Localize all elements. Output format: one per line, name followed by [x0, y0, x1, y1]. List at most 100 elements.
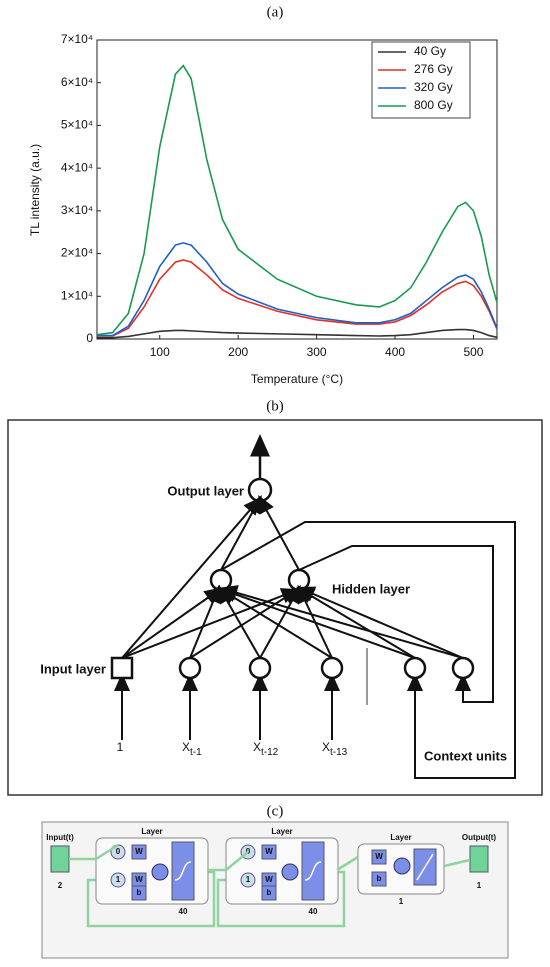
- input-sub: t-13: [330, 747, 348, 758]
- x-tick-label: 200: [228, 345, 248, 359]
- label: b: [137, 888, 142, 897]
- connector: [443, 858, 471, 868]
- sum: [151, 863, 169, 881]
- weight: [261, 844, 277, 860]
- series-line: [97, 328, 498, 339]
- bias: [261, 885, 277, 901]
- series-line: [97, 259, 498, 337]
- connector: [336, 855, 359, 872]
- label: 40: [179, 907, 188, 916]
- input-base: X: [322, 740, 330, 754]
- input-name: 1: [117, 740, 124, 754]
- series-line: [96, 64, 498, 336]
- delay: [110, 872, 126, 888]
- node: [209, 568, 233, 592]
- label: W: [135, 875, 143, 884]
- bias: [131, 885, 147, 901]
- transfer-curve: [174, 861, 192, 881]
- diagram-b: [7, 419, 543, 796]
- label: Layer: [141, 827, 162, 836]
- input-box: [50, 845, 70, 873]
- x-tick-label: 400: [385, 345, 405, 359]
- panel-label: (a): [267, 4, 284, 20]
- label: W: [135, 847, 143, 856]
- output-label: Output layer: [167, 483, 244, 498]
- input-sub: t-1: [190, 747, 202, 758]
- sum: [281, 863, 299, 881]
- legend-label: 40 Gy: [414, 44, 446, 58]
- input-base: X: [253, 740, 261, 754]
- hidden-label: Hidden layer: [332, 581, 410, 596]
- node: [320, 656, 344, 680]
- weight: [131, 844, 147, 860]
- input-label: Input layer: [40, 661, 106, 676]
- y-tick-label: 3×10⁴: [61, 203, 93, 217]
- connector: [86, 870, 216, 928]
- output-box: [469, 845, 489, 873]
- y-tick-label: 4×10⁴: [61, 160, 93, 174]
- y-tick-label: 5×10⁴: [61, 118, 93, 132]
- weight: [371, 849, 387, 865]
- x-tick-label: 100: [150, 345, 170, 359]
- diagram-c: Input(t) 2 Layer 0 W 1 Wb 40 Layer 0 W 1 Wb 40 Layer Wb…: [46, 827, 497, 928]
- transfer-curve: [304, 861, 322, 881]
- chart-a: 0 1×10⁴ 2×10⁴ 3×10⁴ 4×10⁴ 5×10⁴ 6×10⁴ 7×10⁴ 100 2…: [61, 32, 498, 359]
- bias: [371, 871, 387, 887]
- label: Layer: [390, 833, 411, 842]
- label: b: [267, 888, 272, 897]
- label: 1: [399, 897, 404, 906]
- input-name: Xt-13: [322, 740, 348, 757]
- legend-label: 320 Gy: [414, 80, 453, 94]
- label: 0: [116, 847, 121, 856]
- label: Input(t): [46, 833, 74, 842]
- label: b: [377, 874, 382, 883]
- label: 1: [477, 881, 482, 890]
- series-line: [97, 242, 498, 337]
- node: [451, 656, 475, 680]
- node: [248, 656, 272, 680]
- y-axis-label: TL intensity (a.u.): [28, 144, 42, 236]
- legend: 40 Gy 276 Gy 320 Gy 800 Gy: [371, 41, 471, 119]
- input-sub: t-12: [261, 747, 279, 758]
- label: 1: [246, 875, 251, 884]
- input-name: Xt-1: [182, 740, 202, 757]
- panel-label: (c): [267, 803, 284, 819]
- y-tick-label: 2×10⁴: [61, 246, 93, 260]
- x-tick-label: 500: [463, 345, 483, 359]
- label: W: [265, 875, 273, 884]
- connector: [207, 851, 249, 872]
- x-tick-label: 300: [307, 345, 327, 359]
- label: W: [375, 852, 383, 861]
- node: [247, 477, 273, 503]
- y-tick-label: 0: [86, 331, 93, 345]
- label: 1: [116, 875, 121, 884]
- connector: [69, 843, 119, 861]
- label: Output(t): [462, 833, 497, 842]
- node: [287, 568, 311, 592]
- input-base: X: [182, 740, 190, 754]
- label: W: [265, 847, 273, 856]
- connections: [114, 494, 516, 779]
- context-label: Context units: [424, 748, 507, 763]
- label: 0: [246, 847, 251, 856]
- transfer-curve: [416, 853, 434, 881]
- input-node: [110, 656, 134, 680]
- plot-frame: [96, 39, 498, 340]
- label: 2: [58, 881, 63, 890]
- node: [403, 656, 427, 680]
- y-tick-label: 6×10⁴: [61, 75, 93, 89]
- y-tick-label: 1×10⁴: [61, 288, 93, 302]
- legend-label: 800 Gy: [414, 98, 453, 112]
- label: 40: [309, 907, 318, 916]
- node: [178, 656, 202, 680]
- y-tick-label: 7×10⁴: [61, 32, 93, 46]
- connector: [216, 870, 346, 928]
- label: Layer: [271, 827, 292, 836]
- x-axis-label: Temperature (°C): [251, 372, 343, 386]
- delay: [240, 872, 256, 888]
- panel-label: (b): [266, 398, 284, 414]
- sum: [393, 857, 411, 875]
- legend-label: 276 Gy: [414, 62, 453, 76]
- input-name: Xt-12: [253, 740, 279, 757]
